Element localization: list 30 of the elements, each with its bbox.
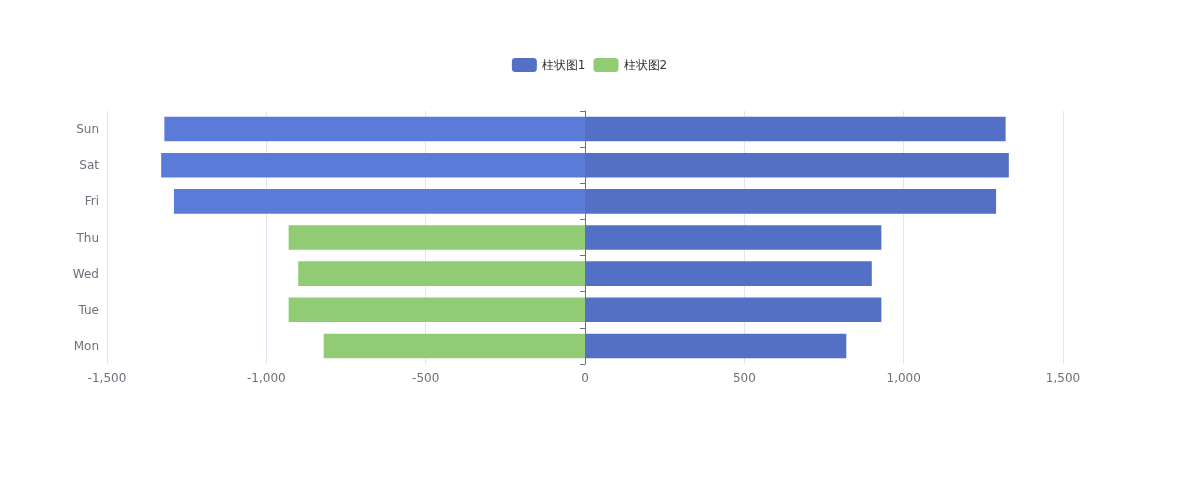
bar	[288, 297, 585, 323]
x-tick-label: -1,000	[246, 371, 286, 385]
bar	[585, 116, 1006, 142]
bar	[585, 297, 882, 323]
y-tick-label: Fri	[84, 194, 99, 209]
x-tick-label: 0	[581, 371, 589, 385]
y-tick-label: Tue	[77, 302, 99, 317]
y-tick-label: Wed	[72, 266, 99, 281]
bar	[585, 225, 882, 250]
bar	[585, 189, 997, 214]
bar	[585, 152, 1009, 178]
bar	[173, 189, 585, 214]
bar	[298, 261, 585, 286]
bar	[161, 152, 585, 178]
y-tick-label: Sat	[79, 158, 100, 173]
x-tick-label: -500	[412, 371, 440, 385]
bar	[323, 333, 585, 359]
y-tick-label: Thu	[75, 230, 99, 245]
x-tick-label: 1,000	[886, 371, 921, 385]
x-tick-label: 500	[732, 371, 756, 385]
legend-label: 柱状图1	[541, 58, 586, 72]
bar	[585, 261, 872, 286]
bar	[585, 333, 847, 359]
x-tick-label: 1,500	[1045, 371, 1081, 385]
legend-label: 柱状图2	[623, 58, 668, 72]
bar	[288, 225, 585, 250]
y-tick-label: Sun	[76, 122, 99, 137]
bar	[164, 116, 585, 142]
y-tick-label: Mon	[73, 338, 99, 353]
x-tick-label: -1,500	[87, 371, 127, 385]
